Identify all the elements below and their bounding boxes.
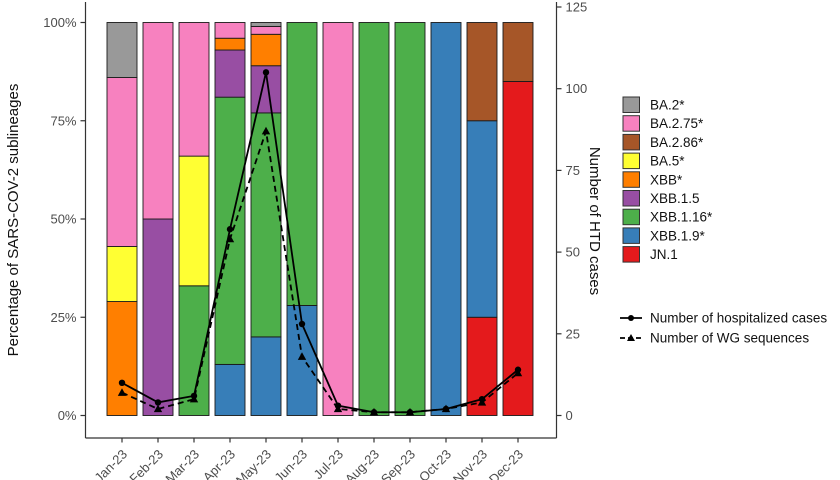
bar-segment-May-23-XBB.1.9* xyxy=(250,336,282,416)
bar-segment-Jan-23-BA.2* xyxy=(106,22,138,78)
left-tick-label: 100% xyxy=(43,15,77,30)
legend-circle-marker xyxy=(628,315,634,321)
legend-label: XBB.1.16* xyxy=(650,210,713,225)
right-tick-label: 125 xyxy=(566,0,588,15)
bar-segment-Feb-23-BA.2.75* xyxy=(142,22,174,220)
bar-segment-May-23-BA.2* xyxy=(250,22,282,27)
x-tick-label: Sep-23 xyxy=(378,447,418,480)
bar-segment-Nov-23-BA.2.86* xyxy=(466,22,498,122)
left-tick-label: 50% xyxy=(50,212,76,227)
left-tick-label: 25% xyxy=(50,310,76,325)
triangle-marker xyxy=(405,407,415,416)
legend-swatch-XBB.1.5 xyxy=(622,190,640,207)
legend-swatch-BA.2.75* xyxy=(622,115,640,132)
left-tick-label: 75% xyxy=(50,113,76,128)
bar-segment-Jun-23-XBB.1.9* xyxy=(286,305,318,416)
bar-segment-Jan-23-BA.2.75* xyxy=(106,77,138,247)
triangle-marker xyxy=(261,126,271,135)
bar-segment-Feb-23-XBB.1.5 xyxy=(142,218,174,416)
triangle-marker xyxy=(225,234,235,243)
triangle-marker xyxy=(477,398,487,406)
triangle-marker xyxy=(513,368,523,377)
bars-layer xyxy=(106,22,534,416)
circle-marker xyxy=(154,399,162,406)
triangle-marker xyxy=(189,394,199,403)
x-tick-label: Jul-23 xyxy=(310,447,346,480)
left-axis-title: Percentage of SARS-COV-2 sublineages xyxy=(5,84,22,357)
bar-segment-Aug-23-XBB.1.16* xyxy=(358,22,390,416)
bar-segment-May-23-BA.2.75* xyxy=(250,25,282,35)
bar-segment-May-23-XBB.1.5 xyxy=(250,65,282,114)
legend-label: XBB.1.5 xyxy=(650,191,700,206)
right-tick-label: 25 xyxy=(566,326,580,341)
bar-segment-Jan-23-BA.5* xyxy=(106,246,138,302)
circle-marker xyxy=(226,226,234,233)
legend-line-label: Number of WG sequences xyxy=(650,331,809,346)
dashed-line xyxy=(121,130,519,414)
legend-swatch-XBB* xyxy=(622,171,640,188)
x-tick-label: Jun-23 xyxy=(271,447,310,480)
x-tick-label: Nov-23 xyxy=(450,447,490,480)
right-tick-label: 100 xyxy=(566,81,588,96)
legend-label: XBB* xyxy=(650,172,683,187)
x-tick-label: Aug-23 xyxy=(342,447,382,480)
lines-layer xyxy=(117,69,523,416)
legend-label: BA.2* xyxy=(650,98,685,113)
triangle-marker xyxy=(297,352,307,360)
bar-segment-May-23-XBB* xyxy=(250,33,282,67)
x-tick-label: Apr-23 xyxy=(200,447,238,480)
triangle-marker xyxy=(117,388,127,396)
legend-label: XBB.1.9* xyxy=(650,228,706,243)
bar-segment-Apr-23-XBB.1.9* xyxy=(214,363,246,416)
bar-segment-Apr-23-BA.2.75* xyxy=(214,22,246,39)
right-tick-label: 75 xyxy=(566,163,580,178)
legend-swatch-XBB.1.16* xyxy=(622,208,640,226)
bar-segment-Jul-23-BA.2.75* xyxy=(322,22,354,416)
bar-segment-Sep-23-XBB.1.16* xyxy=(394,22,426,416)
bar-segment-Jan-23-XBB* xyxy=(106,301,138,416)
bar-segment-Jun-23-XBB.1.16* xyxy=(286,22,318,306)
triangle-marker xyxy=(441,404,451,413)
right-axis-title: Number of HTD cases xyxy=(586,147,603,295)
circle-marker xyxy=(118,379,126,387)
legend-label: BA.2.75* xyxy=(650,116,704,131)
legend-swatch-BA.5* xyxy=(622,152,640,170)
legend-label: BA.2.86* xyxy=(650,135,704,150)
legend-swatch-JN.1 xyxy=(622,246,640,263)
right-tick-label: 0 xyxy=(566,408,573,423)
legend-swatch-BA.2.86* xyxy=(622,133,640,151)
bar-segment-Mar-23-BA.2.75* xyxy=(178,22,210,157)
legend-swatch-XBB.1.9* xyxy=(622,227,640,244)
triangle-marker xyxy=(153,404,163,413)
legend-swatch-BA.2* xyxy=(622,96,640,113)
legend-label: JN.1 xyxy=(650,247,678,262)
x-tick-label: Mar-23 xyxy=(162,447,202,480)
bar-segment-Nov-23-XBB.1.9* xyxy=(466,120,498,318)
x-tick-label: Dec-23 xyxy=(486,447,526,480)
triangle-marker xyxy=(369,407,379,416)
left-tick-label: 0% xyxy=(58,408,77,423)
legend-layer: BA.2* BA.2.75* BA.2.86* BA.5* XBB* XBB.1.5 XBB… xyxy=(620,96,827,346)
x-tick-label: Oct-23 xyxy=(416,447,454,480)
right-tick-label: 50 xyxy=(566,245,580,260)
legend-label: BA.5* xyxy=(650,154,685,169)
legend-triangle-marker xyxy=(627,334,635,341)
legend-line-label: Number of hospitalized cases xyxy=(650,311,827,326)
circle-marker xyxy=(298,320,306,328)
bar-segment-Apr-23-XBB.1.5 xyxy=(214,49,246,98)
bar-segment-Dec-23-JN.1 xyxy=(502,80,534,416)
bar-segment-Mar-23-BA.5* xyxy=(178,155,210,287)
triangle-marker xyxy=(333,404,343,413)
bar-segment-Dec-23-BA.2.86* xyxy=(502,22,534,82)
bar-segment-Oct-23-XBB.1.9* xyxy=(430,22,462,416)
bar-segment-Apr-23-XBB* xyxy=(214,37,246,51)
x-tick-label: May-23 xyxy=(233,447,274,480)
x-tick-label: Jan-23 xyxy=(91,447,130,480)
x-tick-label: Feb-23 xyxy=(126,447,166,480)
circle-marker xyxy=(262,69,270,76)
